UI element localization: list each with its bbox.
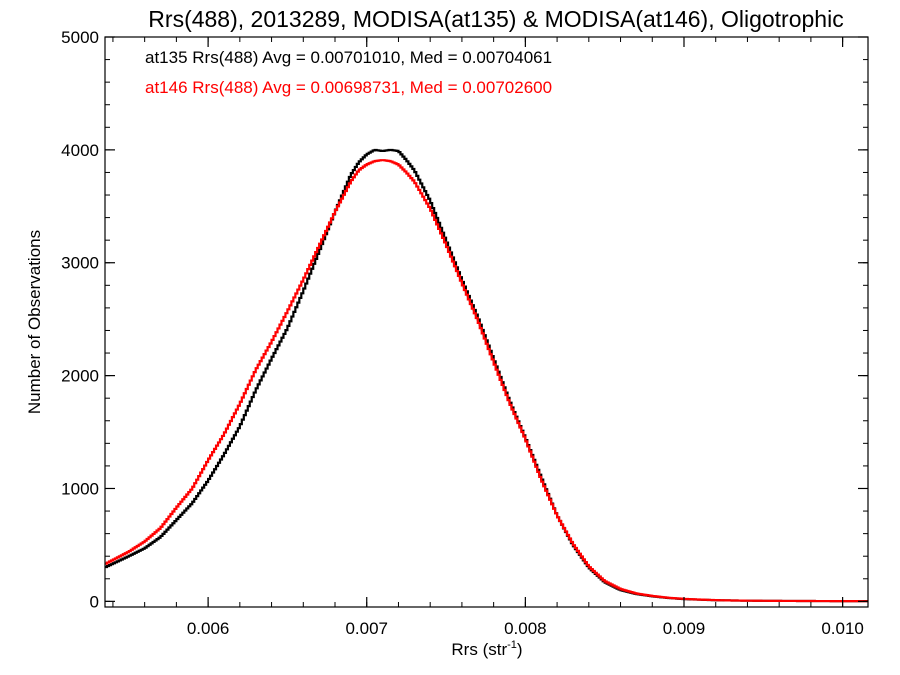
y-tick-label: 5000 [61, 28, 99, 47]
x-axis-label-sup: -1 [507, 639, 517, 651]
x-axis-label-end: ) [517, 640, 523, 659]
x-tick-label: 0.009 [663, 619, 706, 638]
x-tick-label: 0.007 [345, 619, 388, 638]
annotation-at146: at146 Rrs(488) Avg = 0.00698731, Med = 0… [145, 78, 552, 97]
y-tick-label: 0 [90, 592, 99, 611]
y-tick-label: 1000 [61, 479, 99, 498]
y-tick-label: 4000 [61, 141, 99, 160]
x-tick-label: 0.010 [821, 619, 864, 638]
y-tick-label: 3000 [61, 254, 99, 273]
y-axis-label: Number of Observations [25, 230, 44, 414]
x-axis-label-main: Rrs (str [451, 640, 507, 659]
plot-frame [104, 36, 869, 608]
x-tick-label: 0.006 [187, 619, 230, 638]
series-line-at135 [105, 148, 868, 603]
chart-title: Rrs(488), 2013289, MODISA(at135) & MODIS… [148, 6, 843, 32]
x-tick-label: 0.008 [504, 619, 547, 638]
y-tick-label: 2000 [61, 367, 99, 386]
annotation-at135: at135 Rrs(488) Avg = 0.00701010, Med = 0… [145, 48, 552, 67]
series-line-at146 [105, 159, 868, 603]
x-axis-label: Rrs (str-1) [451, 639, 522, 659]
